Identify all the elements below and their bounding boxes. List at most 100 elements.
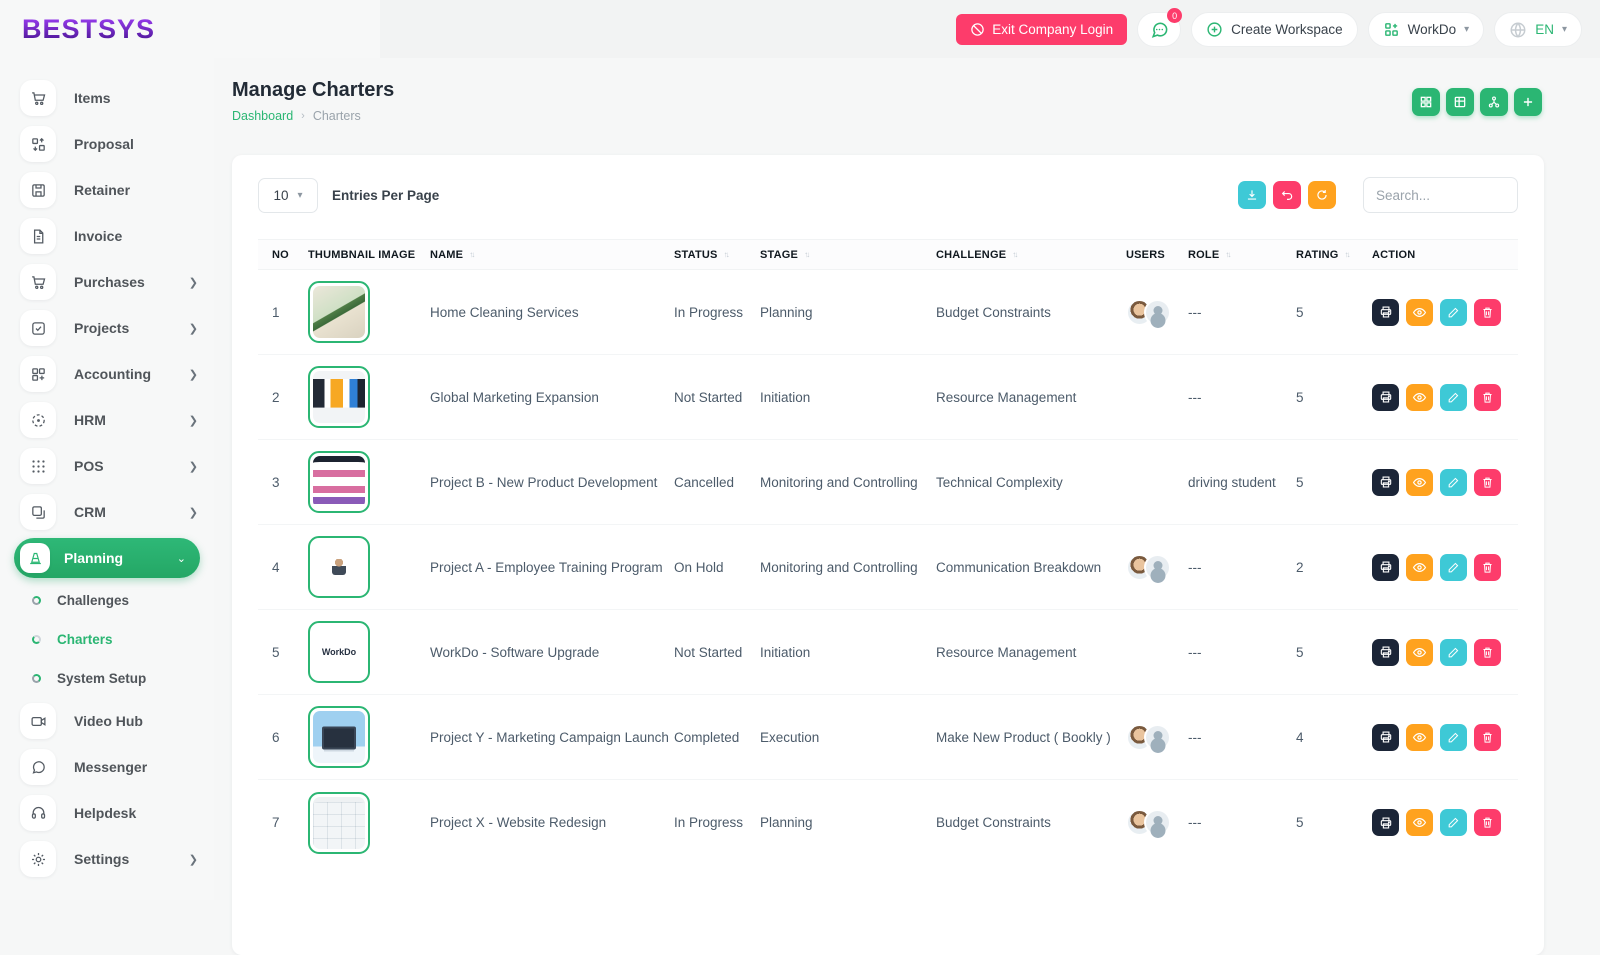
thumbnail-image[interactable]	[308, 281, 370, 343]
delete-button[interactable]	[1474, 383, 1501, 411]
sidebar-item-settings[interactable]: Settings ❯	[0, 836, 214, 882]
charter-name: Project A - Employee Training Program	[430, 559, 663, 575]
sidebar-item-accounting[interactable]: Accounting ❯	[0, 351, 214, 397]
edit-button[interactable]	[1440, 468, 1467, 496]
print-button[interactable]	[1372, 553, 1399, 581]
view-button[interactable]	[1406, 723, 1433, 751]
view-toolbar	[1412, 88, 1542, 116]
entries-per-page-select[interactable]: 10 ▾	[258, 177, 318, 213]
overlap-squares-icon	[20, 494, 56, 530]
charter-status: Completed	[674, 729, 740, 745]
sidebar-item-items[interactable]: Items	[0, 75, 214, 121]
main-content: Manage Charters Dashboard › Charters 10 …	[232, 58, 1544, 955]
sidebar-item-purchases[interactable]: Purchases ❯	[0, 259, 214, 305]
table-view-button[interactable]	[1446, 88, 1474, 116]
charter-challenge: Make New Product ( Bookly )	[936, 729, 1111, 745]
sidebar-item-invoice[interactable]: Invoice	[0, 213, 214, 259]
sidebar-subitem-challenges[interactable]: Challenges	[0, 581, 214, 620]
column-thumbnail: THUMBNAIL IMAGE	[308, 248, 416, 261]
charter-status: Not Started	[674, 389, 743, 405]
delete-button[interactable]	[1474, 809, 1501, 836]
thumbnail-art	[313, 456, 365, 508]
sidebar-item-projects[interactable]: Projects ❯	[0, 305, 214, 351]
edit-button[interactable]	[1440, 553, 1467, 581]
view-button[interactable]	[1406, 383, 1433, 411]
export-download-button[interactable]	[1238, 181, 1266, 209]
edit-button[interactable]	[1440, 383, 1467, 411]
sidebar-item-proposal[interactable]: Proposal	[0, 121, 214, 167]
charter-rating: 5	[1296, 304, 1304, 320]
view-button[interactable]	[1406, 553, 1433, 581]
sidebar-item-hrm[interactable]: HRM ❯	[0, 397, 214, 443]
thumbnail-image[interactable]: WorkDo	[308, 621, 370, 683]
workspace-switcher[interactable]: WorkDo ▾	[1367, 12, 1485, 47]
create-workspace-button[interactable]: Create Workspace	[1191, 12, 1358, 47]
gear-icon	[20, 841, 56, 877]
sidebar-item-planning[interactable]: Planning ⌄	[14, 538, 200, 578]
sidebar-item-video-hub[interactable]: Video Hub	[0, 698, 214, 744]
charter-rating: 5	[1296, 389, 1304, 405]
thumbnail-image[interactable]	[308, 791, 370, 854]
view-button[interactable]	[1406, 298, 1433, 326]
sidebar-item-messenger[interactable]: Messenger	[0, 744, 214, 790]
sidebar-item-retainer[interactable]: Retainer	[0, 167, 214, 213]
print-button[interactable]	[1372, 468, 1399, 496]
user-avatar-placeholder[interactable]	[1144, 723, 1171, 751]
cart-icon	[20, 264, 56, 300]
view-button[interactable]	[1406, 809, 1433, 836]
language-selector[interactable]: EN ▾	[1494, 12, 1582, 47]
table-row: 2 Global Marketing Expansion Not Started…	[258, 355, 1518, 440]
charter-role: ---	[1188, 644, 1202, 660]
view-button[interactable]	[1406, 468, 1433, 496]
delete-button[interactable]	[1474, 298, 1501, 326]
print-button[interactable]	[1372, 383, 1399, 411]
column-status[interactable]: STATUS ↑↓	[674, 248, 730, 261]
sidebar-subitem-charters[interactable]: Charters	[0, 620, 214, 659]
search-input[interactable]	[1363, 177, 1518, 213]
print-button[interactable]	[1372, 638, 1399, 666]
hierarchy-view-button[interactable]	[1480, 88, 1508, 116]
sidebar-item-pos[interactable]: POS ❯	[0, 443, 214, 489]
delete-button[interactable]	[1474, 723, 1501, 751]
refresh-button[interactable]	[1308, 181, 1336, 209]
plus-circle-icon	[1206, 21, 1223, 38]
view-button[interactable]	[1406, 638, 1433, 666]
brand-logo[interactable]: BESTSYS	[22, 14, 156, 44]
user-avatar-placeholder[interactable]	[1144, 809, 1171, 836]
sidebar-item-crm[interactable]: CRM ❯	[0, 489, 214, 535]
column-stage[interactable]: STAGE ↑↓	[760, 248, 810, 261]
messages-button[interactable]: 0	[1137, 8, 1183, 47]
print-button[interactable]	[1372, 298, 1399, 326]
print-button[interactable]	[1372, 723, 1399, 751]
sidebar-subitem-system-setup[interactable]: System Setup	[0, 659, 214, 698]
delete-button[interactable]	[1474, 638, 1501, 666]
charter-name: Project Y - Marketing Campaign Launch	[430, 729, 669, 745]
thumbnail-image[interactable]	[308, 451, 370, 513]
user-avatar-placeholder[interactable]	[1144, 298, 1171, 326]
edit-button[interactable]	[1440, 809, 1467, 836]
thumbnail-image[interactable]	[308, 706, 370, 768]
grid-view-button[interactable]	[1412, 88, 1440, 116]
add-new-button[interactable]	[1514, 88, 1542, 116]
column-rating[interactable]: RATING ↑↓	[1296, 248, 1351, 261]
sidebar-item-helpdesk[interactable]: Helpdesk	[0, 790, 214, 836]
breadcrumb-dashboard-link[interactable]: Dashboard	[232, 109, 294, 123]
edit-button[interactable]	[1440, 638, 1467, 666]
undo-reset-button[interactable]	[1273, 181, 1301, 209]
column-name[interactable]: NAME ↑↓	[430, 248, 475, 261]
assigned-users	[1126, 298, 1188, 326]
dots-grid-icon	[20, 448, 56, 484]
delete-button[interactable]	[1474, 468, 1501, 496]
exit-company-login-button[interactable]: Exit Company Login	[956, 14, 1128, 45]
edit-button[interactable]	[1440, 298, 1467, 326]
edit-button[interactable]	[1440, 723, 1467, 751]
delete-button[interactable]	[1474, 553, 1501, 581]
user-avatar-placeholder[interactable]	[1144, 553, 1171, 581]
print-button[interactable]	[1372, 809, 1399, 836]
column-role[interactable]: ROLE ↑↓	[1188, 248, 1231, 261]
row-number: 2	[272, 389, 280, 405]
row-actions	[1372, 298, 1518, 326]
thumbnail-image[interactable]	[308, 536, 370, 598]
thumbnail-image[interactable]	[308, 366, 370, 428]
column-challenge[interactable]: CHALLENGE ↑↓	[936, 248, 1018, 261]
